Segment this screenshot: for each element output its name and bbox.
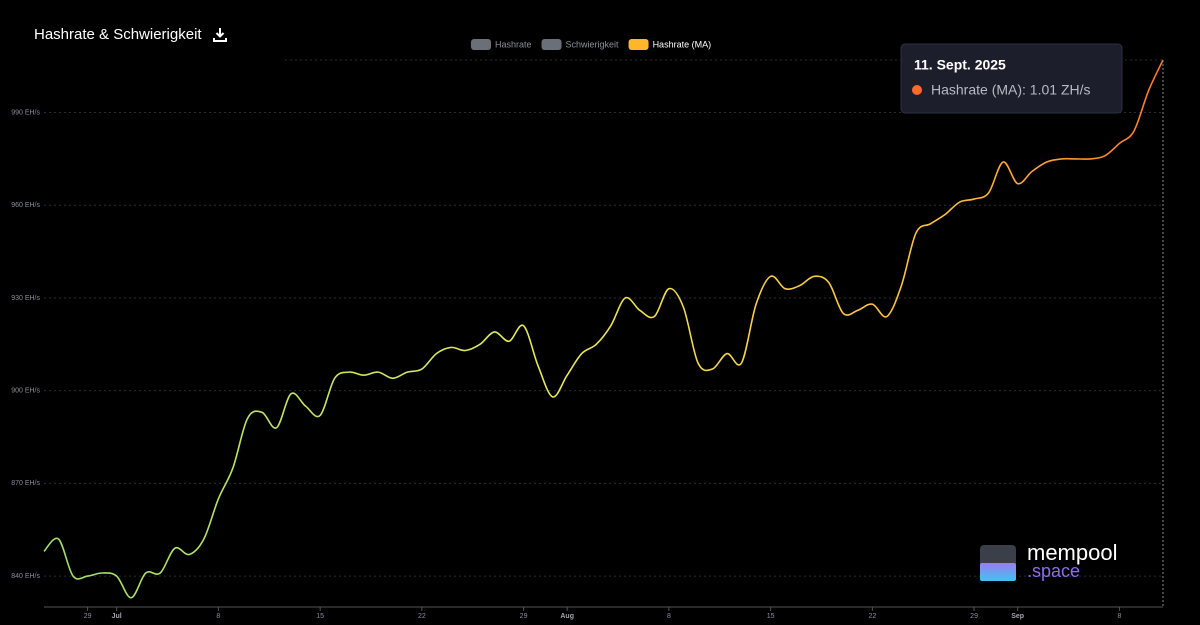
tooltip-text: Hashrate (MA): 1.01 ZH/s — [931, 82, 1091, 98]
legend-label: Hashrate — [495, 39, 532, 49]
logo-suffix: .space — [1027, 561, 1080, 581]
y-tick-label: 960 EH/s — [11, 202, 40, 209]
download-icon[interactable] — [213, 28, 227, 42]
y-tick-label: 900 EH/s — [11, 388, 40, 395]
tooltip-dot — [912, 85, 922, 95]
legend-swatch — [628, 39, 649, 50]
x-tick-label: 29 — [970, 613, 978, 620]
x-tick-label: 8 — [216, 613, 220, 620]
legend-swatch — [471, 39, 491, 50]
x-tick-label: 22 — [868, 613, 876, 620]
x-tick-label: Aug — [560, 613, 574, 620]
y-tick-label: 870 EH/s — [11, 480, 40, 487]
legend-item[interactable]: Hashrate (MA) — [628, 39, 712, 50]
x-tick-label: 29 — [84, 613, 92, 620]
legend-item[interactable]: Hashrate — [471, 39, 532, 50]
y-tick-label: 990 EH/s — [11, 109, 40, 116]
tooltip: 11. Sept. 2025 Hashrate (MA): 1.01 ZH/s — [900, 43, 1123, 114]
tooltip-box — [900, 43, 1123, 114]
x-tick-label: 8 — [1117, 613, 1121, 620]
x-tick-label: 29 — [520, 613, 528, 620]
x-tick-label: Sep — [1011, 613, 1024, 620]
y-tick-label: 840 EH/s — [11, 573, 40, 580]
x-tick-label: 22 — [418, 613, 426, 620]
logo: mempool .space — [980, 540, 1117, 581]
legend-swatch — [541, 39, 562, 50]
x-tick-label: 15 — [316, 613, 324, 620]
tooltip-title: 11. Sept. 2025 — [914, 57, 1006, 73]
x-tick-label: Jul — [112, 613, 122, 620]
y-tick-label: 930 EH/s — [11, 295, 40, 302]
legend-label: Hashrate (MA) — [653, 39, 712, 49]
x-tick-label: 15 — [767, 613, 775, 620]
logo-name: mempool — [1027, 540, 1117, 565]
chart-title: Hashrate & Schwierigkeit — [34, 26, 202, 43]
legend-label: Schwierigkeit — [566, 39, 620, 49]
hashrate-line — [43, 59, 1164, 599]
legend-item[interactable]: Schwierigkeit — [541, 39, 620, 50]
legend: Hashrate Schwierigkeit Hashrate (MA) — [471, 39, 711, 50]
x-tick-label: 8 — [667, 613, 671, 620]
